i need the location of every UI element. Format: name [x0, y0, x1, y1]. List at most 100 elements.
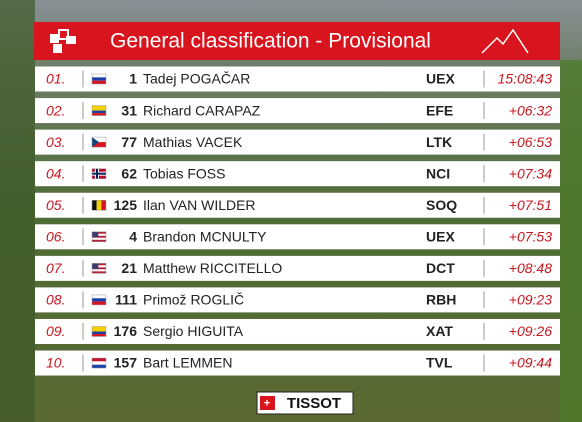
rider-name: Primož ROGLIČ	[143, 292, 244, 308]
flag-stripe	[92, 231, 106, 234]
rank: 09.	[46, 323, 65, 339]
flag-stripe	[92, 294, 106, 299]
flag-stripe	[92, 235, 106, 238]
rank: 05.	[46, 197, 65, 213]
bib-number: 125	[114, 197, 138, 213]
header-bar	[34, 22, 560, 60]
table-row	[35, 98, 560, 124]
flag-stripe	[92, 263, 106, 266]
flag-stripe	[92, 267, 106, 270]
flag-canton	[92, 231, 99, 238]
flag-stripe	[92, 328, 106, 332]
bib-number: 4	[129, 229, 137, 245]
time-gap: +07:34	[509, 165, 552, 181]
rider-name: Sergio HIGUITA	[143, 323, 244, 339]
team-code: UEX	[426, 229, 455, 245]
rank: 08.	[46, 292, 65, 308]
sponsor-name: TISSOT	[287, 395, 341, 412]
flag	[91, 136, 107, 148]
flag-border	[91, 105, 107, 116]
flag-stripe	[92, 331, 106, 334]
flag	[91, 357, 107, 369]
header-logo	[50, 29, 76, 53]
table-row	[35, 66, 560, 92]
flag-stripe	[92, 110, 106, 114]
flag	[91, 231, 107, 243]
bib-number: 157	[114, 355, 138, 371]
bib-number: 111	[115, 292, 137, 308]
rider-name: Ilan VAN WILDER	[143, 197, 256, 213]
team-code: RBH	[426, 292, 456, 308]
flag	[91, 263, 107, 274]
flag-stripe	[92, 105, 106, 109]
rider-name: Bart LEMMEN	[143, 355, 232, 371]
sponsor-logo-mark: +	[264, 397, 270, 409]
team-code: NCI	[426, 165, 450, 181]
rider-name: Tadej POGAČAR	[143, 71, 250, 87]
header-title: General classification - Provisional	[110, 30, 431, 53]
flag-stripe	[92, 137, 106, 143]
time-gap: +09:23	[509, 292, 552, 308]
rank: 07.	[46, 260, 65, 276]
bib-number: 21	[121, 260, 137, 276]
time-gap: +07:53	[509, 229, 552, 245]
flag-border	[91, 263, 107, 274]
table-row	[35, 255, 560, 281]
table-row	[35, 161, 560, 187]
team-code: EFE	[426, 102, 453, 118]
classification-table: 01. 1 Tadej POGAČAR UEX 15:08:43 02. 31 Richard…	[35, 66, 560, 376]
flag-stripe	[96, 200, 102, 211]
team-code: TVL	[426, 355, 453, 371]
flag	[91, 199, 107, 211]
time-gap: +07:51	[509, 197, 552, 213]
flag-border	[91, 357, 107, 369]
flag-border	[91, 326, 107, 337]
rider-name: Brandon MCNULTY	[143, 229, 267, 245]
rank: 04.	[46, 165, 65, 181]
flag	[91, 294, 107, 306]
flag-stripe	[92, 239, 106, 242]
flag-stripe	[92, 108, 106, 111]
flag-stripe	[92, 113, 106, 116]
sponsor-logo	[260, 396, 275, 410]
rider-name: Matthew RICCITELLO	[143, 260, 282, 276]
flag-stripe	[92, 77, 106, 81]
flag-stripe	[92, 361, 106, 365]
flag-stripe	[92, 142, 106, 148]
table-row	[35, 350, 560, 376]
time-gap: +09:44	[509, 355, 552, 371]
rank: 06.	[46, 229, 65, 245]
rider-name: Tobias FOSS	[143, 165, 225, 181]
flag	[91, 168, 107, 179]
flag-stripe	[92, 333, 106, 337]
flag-stripe	[92, 301, 106, 305]
bib-number: 176	[114, 323, 138, 339]
flag-stripe	[92, 200, 97, 211]
time-gap: +08:48	[509, 260, 552, 276]
flag-stripe	[92, 364, 106, 369]
table-row	[35, 224, 560, 250]
sponsor-box	[256, 391, 354, 415]
bib-number: 1	[129, 71, 137, 87]
flag-stripe	[92, 298, 106, 302]
time-gap: +06:53	[509, 134, 552, 150]
flag-stripe	[92, 237, 106, 240]
flag-border	[91, 168, 107, 179]
flag-stripe	[92, 80, 106, 84]
rider-name: Richard CARAPAZ	[143, 102, 261, 118]
flag-border	[91, 231, 107, 243]
flag-border	[91, 199, 107, 211]
rank: 02.	[46, 102, 65, 118]
bib-number: 62	[121, 165, 137, 181]
flag-border	[91, 73, 107, 85]
flag-cross	[92, 172, 106, 175]
flag-border	[91, 294, 107, 306]
team-code: SOQ	[426, 197, 457, 213]
flag-stripe	[101, 200, 106, 211]
flag-stripe	[92, 358, 106, 362]
table-row	[35, 192, 560, 218]
flag-canton	[92, 263, 99, 269]
time-gap: +09:26	[509, 323, 552, 339]
